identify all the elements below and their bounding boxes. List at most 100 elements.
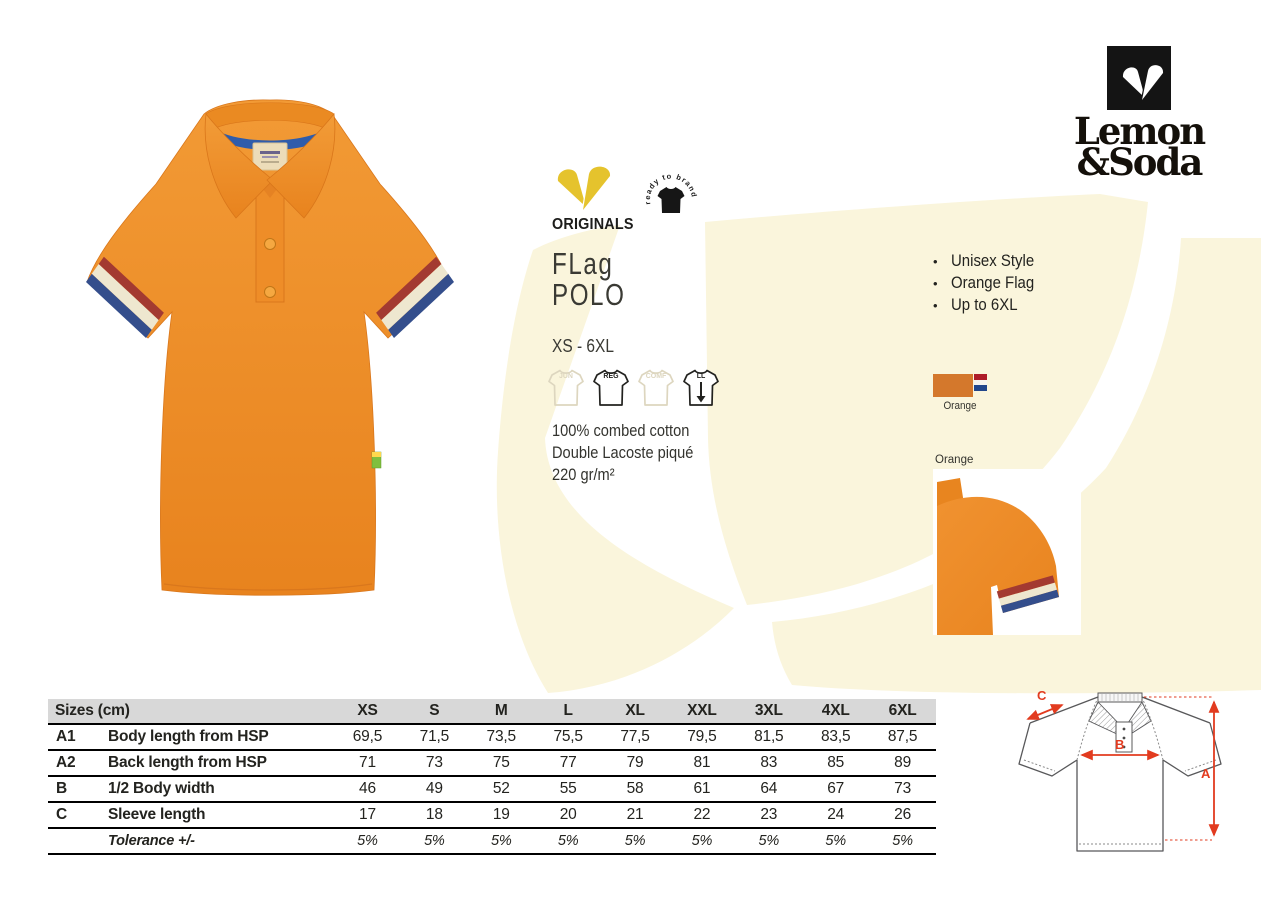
measure-value-cell: 5% — [467, 828, 535, 855]
measure-code-cell: B — [48, 776, 108, 803]
measure-value-cell: 5% — [869, 828, 937, 855]
feature-text: Up to 6XL — [951, 295, 1018, 314]
material-line: 220 gr/m² — [552, 465, 615, 484]
measure-value-cell: 52 — [467, 776, 535, 803]
measure-value-cell: 22 — [668, 802, 736, 829]
brand-name-line2: &Soda — [1076, 140, 1204, 184]
swatch-color-name: Orange — [943, 400, 977, 412]
measure-value-cell: 20 — [534, 802, 602, 829]
measure-value-cell: 75,5 — [534, 724, 602, 751]
measure-value-cell: 5% — [601, 828, 669, 855]
measure-value-cell: 5% — [334, 828, 401, 855]
measure-value-cell: 5% — [668, 828, 736, 855]
polo-shirt-illustration — [86, 99, 454, 596]
table-row: A2 Back length from HSP 71 73 75 77 79 81 83 85 89 — [48, 750, 937, 777]
product-photo — [58, 84, 482, 604]
measure-value-cell: 73,5 — [467, 724, 535, 751]
bullet-icon: • — [933, 254, 938, 269]
measure-label-c: C — [1037, 688, 1047, 703]
measure-value-cell: 55 — [534, 776, 602, 803]
measure-value-cell: 85 — [802, 750, 870, 777]
feature-list: • Unisex Style • Orange Flag • Up to 6XL — [933, 250, 1046, 316]
bullet-icon: • — [933, 298, 938, 313]
measure-value-cell: 21 — [601, 802, 669, 829]
measure-value-cell: 89 — [869, 750, 937, 777]
feature-item: • Orange Flag — [933, 272, 1046, 294]
material-line: Double Lacoste piqué — [552, 443, 694, 462]
measure-value-cell: 81 — [668, 750, 736, 777]
measure-value-cell: 77 — [534, 750, 602, 777]
measure-value-cell: 69,5 — [334, 724, 401, 751]
fit-icons: JUN REG COMF LL — [548, 367, 719, 409]
measure-value-cell: 64 — [735, 776, 803, 803]
detail-photo-label: Orange — [935, 454, 974, 466]
size-column-header: M — [467, 699, 535, 725]
detail-photo — [933, 469, 1081, 635]
fit-icon-longer-length: LL — [683, 367, 719, 409]
measure-value-cell: 58 — [601, 776, 669, 803]
fit-icon-jun: JUN — [548, 367, 584, 409]
size-range: XS - 6XL — [552, 336, 624, 357]
measure-value-cell: 79,5 — [668, 724, 736, 751]
measure-code-cell: C — [48, 802, 108, 829]
measure-value-cell: 49 — [400, 776, 468, 803]
product-title-line2: POLO — [552, 277, 626, 312]
table-row: Tolerance +/- 5% 5% 5% 5% 5% 5% 5% 5% 5% — [48, 828, 937, 855]
measure-value-cell: 83,5 — [802, 724, 870, 751]
measure-value-cell: 77,5 — [601, 724, 669, 751]
measure-value-cell: 71,5 — [400, 724, 468, 751]
feature-item: • Up to 6XL — [933, 294, 1046, 316]
size-table: Sizes (cm) XS S M L XL XXL 3XL 4XL 6XL A1 Body le… — [48, 699, 937, 855]
size-column-header: XS — [334, 699, 401, 725]
measure-value-cell: 67 — [802, 776, 870, 803]
originals-label: ORIGINALS — [552, 216, 634, 233]
measure-label-a: A — [1201, 766, 1211, 781]
size-column-header: 6XL — [869, 699, 937, 725]
brand-logo: Lemon &Soda — [1058, 46, 1220, 184]
size-table-title: Sizes (cm) — [48, 699, 335, 725]
product-title: FLag POLO — [552, 248, 646, 310]
measure-value-cell: 5% — [534, 828, 602, 855]
measure-label-b: B — [1115, 737, 1124, 752]
measure-label-cell: Back length from HSP — [108, 750, 335, 777]
measure-code-cell: A1 — [48, 724, 108, 751]
size-column-header: 4XL — [802, 699, 870, 725]
measure-value-cell: 79 — [601, 750, 669, 777]
table-row: C Sleeve length 17 18 19 20 21 22 23 24 26 — [48, 802, 937, 829]
bullet-icon: • — [933, 276, 938, 291]
measure-label-cell: Body length from HSP — [108, 724, 335, 751]
brand-watermark — [496, 194, 1261, 694]
measure-value-cell: 71 — [334, 750, 401, 777]
measure-value-cell: 46 — [334, 776, 401, 803]
measure-value-cell: 81,5 — [735, 724, 803, 751]
measure-value-cell: 18 — [400, 802, 468, 829]
swatch-color-block — [933, 374, 973, 397]
measurement-diagram: A B C — [1000, 688, 1260, 898]
feature-text: Unisex Style — [951, 251, 1035, 270]
measure-value-cell: 87,5 — [869, 724, 937, 751]
brand-name-line1: Lemon — [1073, 109, 1206, 153]
measure-value-cell: 73 — [869, 776, 937, 803]
material-specs: 100% combed cotton Double Lacoste piqué … — [552, 420, 716, 486]
measure-value-cell: 24 — [802, 802, 870, 829]
measure-value-cell: 17 — [334, 802, 401, 829]
measure-value-cell: 26 — [869, 802, 937, 829]
measure-code-cell — [48, 828, 108, 855]
tshirt-icon — [657, 187, 685, 213]
measure-value-cell: 19 — [467, 802, 535, 829]
svg-text:REG: REG — [603, 373, 619, 380]
measure-value-cell: 5% — [400, 828, 468, 855]
measure-value-cell: 23 — [735, 802, 803, 829]
measure-value-cell: 5% — [802, 828, 870, 855]
measure-value-cell: 61 — [668, 776, 736, 803]
originals-logo: ORIGINALS — [552, 165, 672, 234]
svg-text:COMF: COMF — [646, 373, 667, 380]
measure-label-cell: Tolerance +/- — [108, 828, 335, 855]
measure-label-cell: Sleeve length — [108, 802, 335, 829]
size-range-text: XS - 6XL — [552, 336, 614, 356]
table-row: A1 Body length from HSP 69,5 71,5 73,5 75,5 77… — [48, 724, 937, 751]
product-title-line1: FLag — [552, 246, 614, 281]
feature-item: • Unisex Style — [933, 250, 1046, 272]
dutch-flag-icon — [974, 374, 987, 392]
